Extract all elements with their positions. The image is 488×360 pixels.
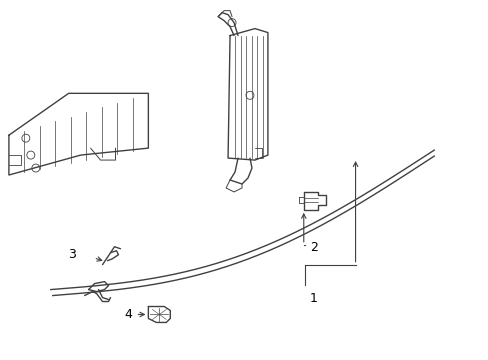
Text: 4: 4 <box>124 308 132 321</box>
Text: 2: 2 <box>309 241 317 254</box>
Text: 3: 3 <box>68 248 76 261</box>
Text: 1: 1 <box>309 292 317 305</box>
